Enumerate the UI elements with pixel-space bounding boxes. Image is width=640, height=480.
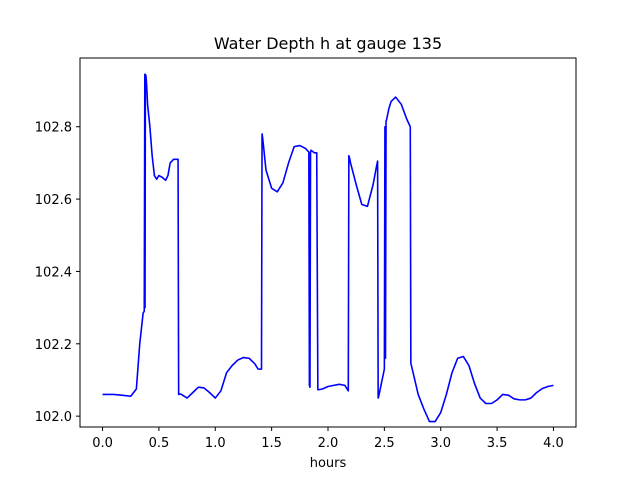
plot-area-frame: [79, 57, 577, 428]
y-axis: 102.0 102.2 102.4 102.6 102.8: [35, 121, 80, 425]
y-tick-label: 102.4: [35, 265, 72, 280]
x-axis-label: hours: [310, 456, 347, 471]
water-depth-series-line: [102, 73, 554, 423]
x-tick-label: 0.5: [149, 436, 170, 451]
y-tick-label: 102.2: [35, 338, 72, 353]
x-tick-label: 3.5: [487, 436, 508, 451]
x-tick-label: 2.0: [318, 436, 339, 451]
x-axis: 0.0 0.5 1.0 1.5 2.0 2.5 3.0 3.5 4.0: [92, 427, 564, 451]
chart-title: Water Depth h at gauge 135: [214, 34, 442, 53]
y-tick-label: 102.0: [35, 410, 72, 425]
y-tick-label: 102.6: [35, 193, 72, 208]
y-tick-label: 102.8: [35, 121, 72, 136]
x-tick-label: 3.0: [430, 436, 451, 451]
x-tick-label: 1.0: [205, 436, 226, 451]
x-tick-label: 0.0: [92, 436, 113, 451]
x-tick-label: 2.5: [374, 436, 395, 451]
x-tick-label: 1.5: [261, 436, 282, 451]
x-tick-label: 4.0: [543, 436, 564, 451]
